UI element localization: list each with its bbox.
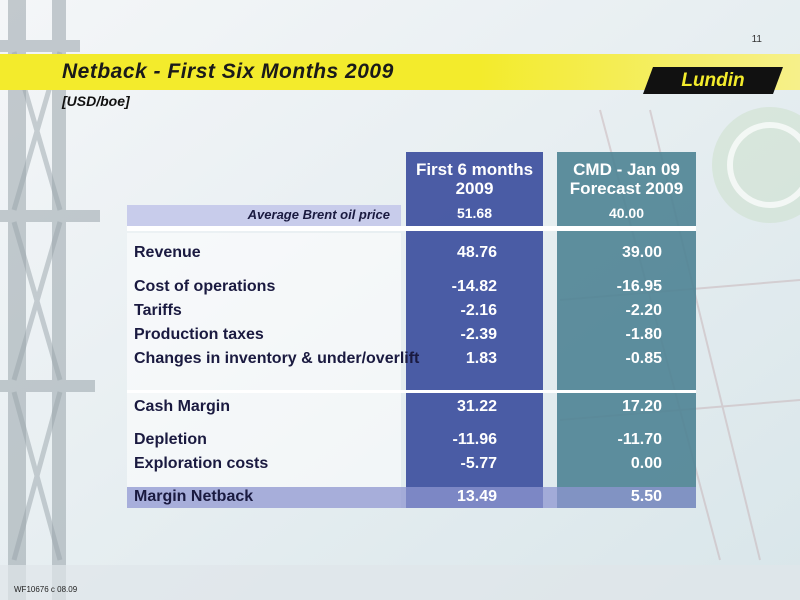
row-label-margin-netback: Margin Netback: [134, 488, 254, 505]
row-label-production-taxes: Production taxes: [134, 326, 264, 343]
header-first-6-months: First 6 months 2009: [415, 160, 534, 198]
row-label-changes-in-inventory: Changes in inventory & under/overlift: [134, 350, 420, 367]
depletion-forecast: -11.70: [617, 431, 662, 448]
page-number: 11: [751, 34, 762, 45]
label-column-background: [127, 233, 401, 508]
logo-shape: [643, 67, 783, 94]
row-label-exploration-costs: Exploration costs: [134, 455, 269, 472]
exploration-costs-first-6-months: -5.77: [460, 455, 497, 472]
changes-in-inventory-forecast: -0.85: [625, 350, 662, 367]
brent-value-forecast: 40.00: [608, 205, 645, 221]
row-label-revenue: Revenue: [134, 244, 201, 261]
changes-in-inventory-first-6-months: 1.83: [465, 350, 497, 367]
brent-label: Average Brent oil price: [247, 207, 390, 222]
revenue-first-6-months: 48.76: [456, 244, 497, 261]
cost-of-operations-forecast: -16.95: [616, 278, 662, 295]
lundin-logo: Lundin: [643, 67, 783, 94]
exploration-costs-forecast: 0.00: [630, 455, 662, 472]
slide-subtitle: [USD/boe]: [62, 93, 130, 109]
revenue-forecast: 39.00: [621, 244, 662, 261]
margin-netback-band: [127, 487, 696, 508]
margin-netback-forecast: 5.50: [630, 488, 662, 505]
logo-text: Lundin: [681, 70, 745, 91]
cost-of-operations-first-6-months: -14.82: [451, 278, 497, 295]
brent-row-band: [127, 205, 401, 226]
tariffs-first-6-months: -2.16: [460, 302, 497, 319]
row-label-tariffs: Tariffs: [134, 302, 182, 319]
production-taxes-first-6-months: -2.39: [460, 326, 497, 343]
brent-value-first-6-months: 51.68: [456, 205, 493, 221]
row-label-cost-of-operations: Cost of operations: [134, 278, 276, 295]
row-label-cash-margin: Cash Margin: [134, 398, 231, 415]
column-forecast-background: [557, 152, 696, 508]
cash-margin-first-6-months: 31.22: [456, 398, 497, 415]
slide-title: Netback - First Six Months 2009: [62, 60, 394, 83]
column-first-6-months-background: [406, 152, 543, 508]
divider: [127, 390, 696, 393]
row-label-depletion: Depletion: [134, 431, 207, 448]
tariffs-forecast: -2.20: [625, 302, 662, 319]
footer-code: WF10676 c 08.09: [14, 585, 78, 594]
margin-netback-first-6-months: 13.49: [456, 488, 497, 505]
production-taxes-forecast: -1.80: [625, 326, 662, 343]
header-forecast: CMD - Jan 09 Forecast 2009: [569, 160, 684, 198]
cash-margin-forecast: 17.20: [621, 398, 662, 415]
depletion-first-6-months: -11.96: [452, 431, 497, 448]
divider: [127, 226, 696, 231]
